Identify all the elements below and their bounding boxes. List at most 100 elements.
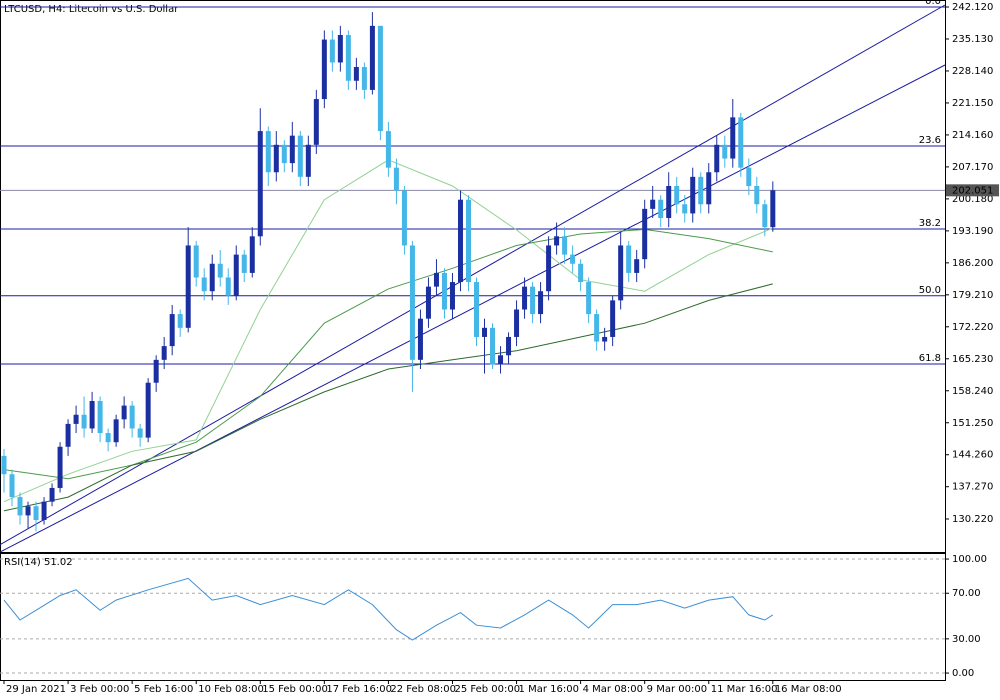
- candle-body: [233, 254, 239, 296]
- candle-body: [650, 199, 656, 209]
- x-tick-label: 25 Feb 00:00: [454, 684, 520, 695]
- candle-body: [113, 419, 119, 443]
- candle-body: [746, 167, 752, 186]
- candle-body: [97, 401, 103, 434]
- fib-label: 0.0: [925, 0, 941, 7]
- y-tick-label: 30.00: [952, 634, 981, 645]
- candle-body: [41, 501, 47, 520]
- candle-body: [594, 314, 600, 342]
- candle-body: [498, 355, 504, 365]
- candle-body: [289, 135, 295, 164]
- candle-body: [738, 117, 744, 168]
- candle-body: [185, 245, 191, 328]
- y-tick-label: 144.260: [952, 450, 993, 461]
- y-tick-label: 207.170: [952, 162, 993, 173]
- candle-body: [578, 263, 584, 283]
- x-tick-label: 1 Mar 16:00: [519, 684, 579, 695]
- candle-body: [554, 236, 560, 246]
- moving-average: [3, 159, 773, 503]
- y-tick-label: 221.150: [952, 98, 993, 109]
- candle-body: [57, 446, 63, 488]
- y-tick-label: 137.270: [952, 482, 993, 493]
- current-price-box: [946, 184, 999, 197]
- candle-body: [562, 236, 568, 255]
- candle-body: [361, 67, 367, 90]
- candle-body: [129, 405, 135, 429]
- candle-body: [377, 25, 383, 132]
- candle-body: [714, 144, 720, 173]
- candle-body: [490, 327, 496, 365]
- candle-body: [281, 144, 287, 164]
- y-tick-label: 228.140: [952, 66, 993, 77]
- candle-body: [257, 131, 263, 237]
- y-tick-label: 200.180: [952, 194, 993, 205]
- candle-body: [81, 414, 87, 429]
- candle-body: [401, 190, 407, 246]
- candle-body: [409, 245, 415, 360]
- x-tick-label: 15 Feb 00:00: [262, 684, 328, 695]
- y-tick-label: 193.190: [952, 226, 993, 237]
- candle-body: [610, 300, 616, 337]
- fib-label: 23.6: [919, 135, 941, 146]
- fib-label: 61.8: [919, 353, 941, 364]
- candle-body: [297, 135, 303, 177]
- candle-body: [698, 176, 704, 205]
- candle-body: [482, 327, 488, 337]
- candle-body: [249, 236, 255, 273]
- x-tick-label: 22 Feb 08:00: [390, 684, 456, 695]
- candle-body: [658, 199, 664, 219]
- candle-body: [762, 204, 768, 228]
- price-panel: [0, 0, 946, 553]
- candle-body: [9, 474, 15, 498]
- x-tick-label: 29 Jan 2021: [6, 684, 66, 695]
- candle-body: [393, 167, 399, 191]
- candle-body: [25, 506, 31, 516]
- rsi-line: [3, 577, 774, 641]
- x-tick-label: 16 Mar 08:00: [775, 684, 842, 695]
- candle-body: [353, 67, 359, 81]
- y-tick-label: 242.120: [952, 2, 993, 13]
- candle-body: [441, 272, 447, 310]
- candle-body: [137, 428, 143, 438]
- candle-body: [49, 487, 55, 502]
- y-tick-label: 130.220: [952, 514, 993, 525]
- candle-body: [89, 401, 95, 429]
- trendline: [0, 64, 946, 553]
- rsi-panel: [0, 553, 946, 681]
- fib-label: 38.2: [919, 218, 941, 229]
- y-tick-label: 158.240: [952, 386, 993, 397]
- candle-body: [105, 433, 111, 443]
- x-tick-label: 3 Feb 00:00: [70, 684, 129, 695]
- y-tick-label: 235.130: [952, 34, 993, 45]
- y-tick-label: 165.230: [952, 354, 993, 365]
- candle-body: [457, 199, 463, 283]
- candle-body: [546, 245, 552, 292]
- y-tick-label: 172.220: [952, 322, 993, 333]
- candle-body: [618, 245, 624, 301]
- candle-body: [730, 117, 736, 159]
- candle-body: [682, 204, 688, 214]
- candle-body: [369, 25, 375, 90]
- candle-body: [1, 455, 7, 475]
- x-tick-label: 17 Feb 16:00: [326, 684, 392, 695]
- candle-body: [265, 131, 271, 173]
- candle-body: [385, 131, 391, 168]
- candle-body: [642, 208, 648, 260]
- candle-body: [201, 277, 207, 292]
- candle-body: [666, 185, 672, 219]
- x-tick-label: 9 Mar 00:00: [647, 684, 707, 695]
- candle-body: [570, 254, 576, 264]
- candle-body: [425, 286, 431, 319]
- candle-body: [722, 144, 728, 159]
- candle-body: [514, 309, 520, 337]
- candle-body: [153, 359, 159, 383]
- moving-average: [3, 283, 773, 512]
- candle-body: [522, 286, 528, 310]
- y-tick-label: 0.00: [952, 668, 974, 679]
- candle-body: [474, 282, 480, 337]
- candle-body: [602, 336, 608, 342]
- candle-body: [465, 199, 471, 283]
- candle-body: [626, 245, 632, 273]
